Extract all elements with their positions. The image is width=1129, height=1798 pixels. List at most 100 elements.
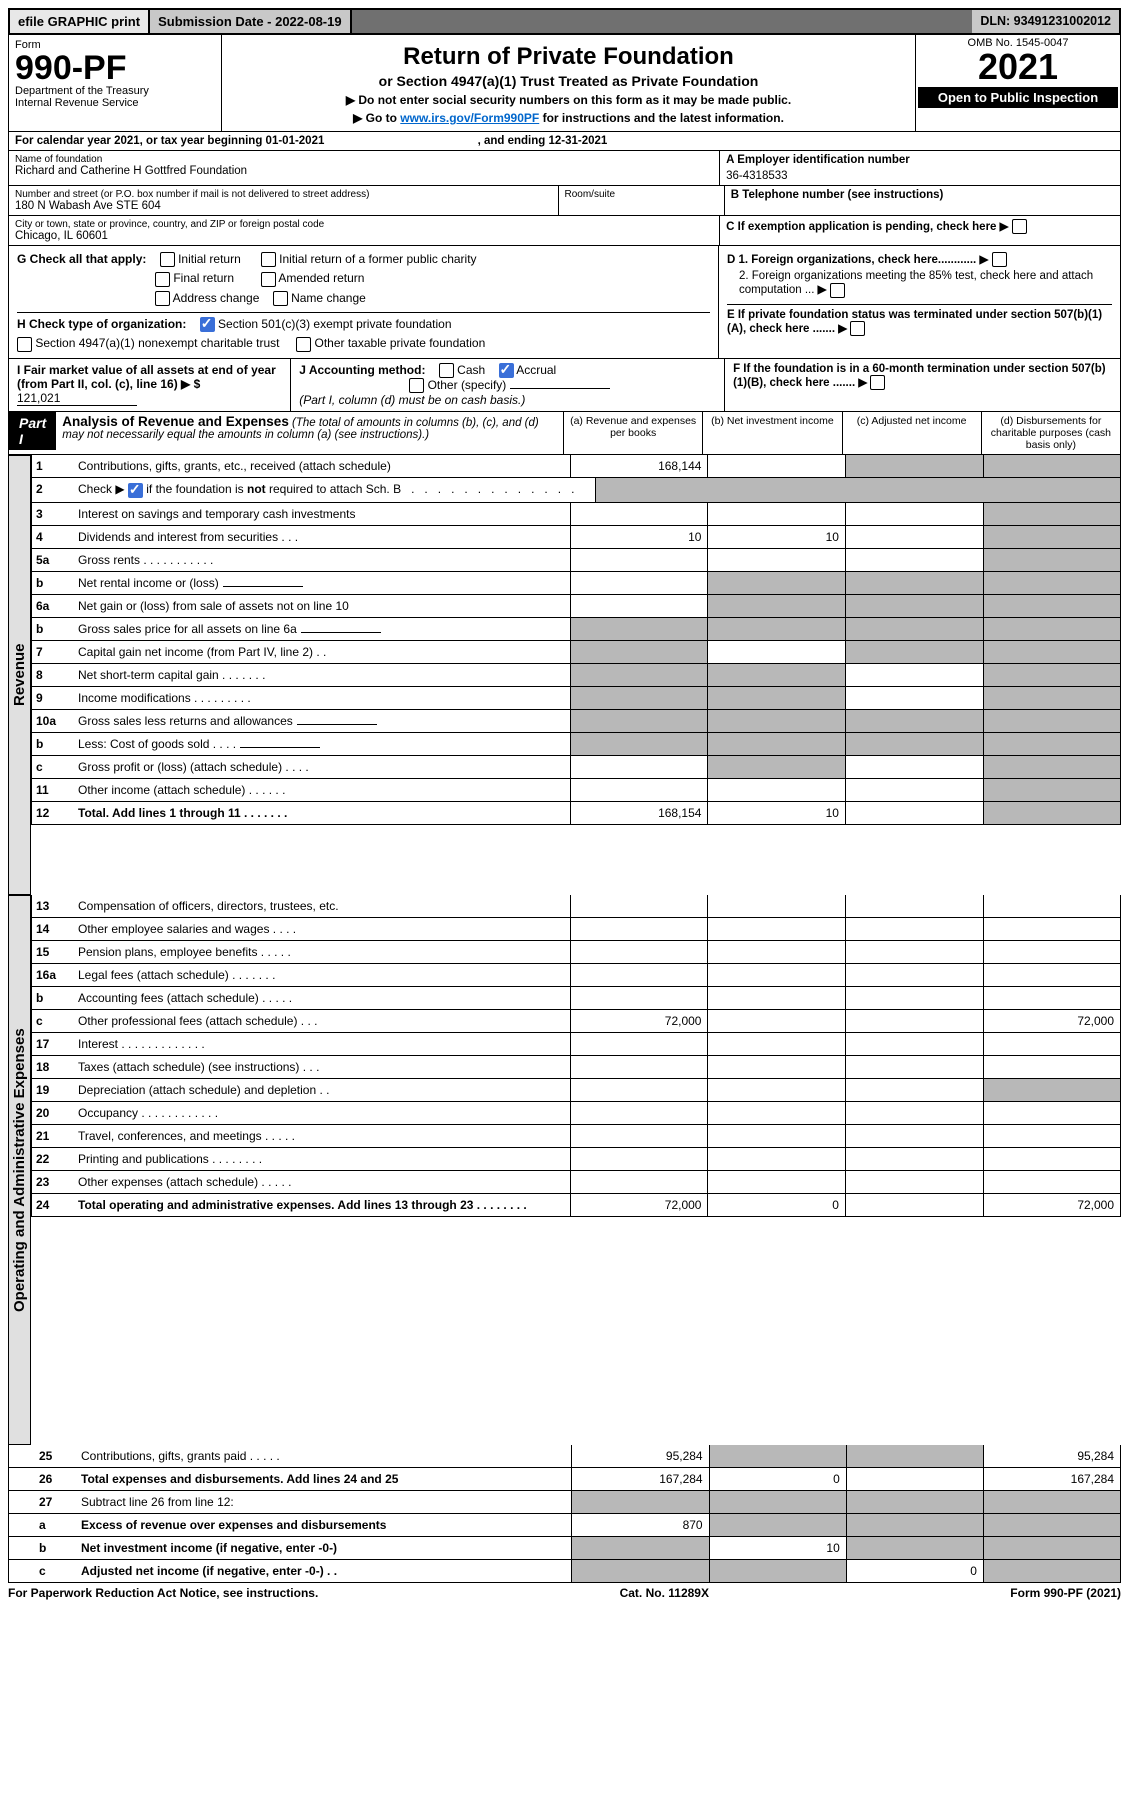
line-description: Total. Add lines 1 through 11 . . . . . … (74, 802, 570, 824)
j-opt-0: Cash (457, 363, 485, 377)
h-501c3-checkbox[interactable] (200, 317, 215, 332)
line-description: Check ▶ if the foundation is not require… (74, 478, 595, 501)
table-cell (709, 1491, 846, 1513)
d2-checkbox[interactable] (830, 283, 845, 298)
line-number: 8 (32, 664, 74, 686)
j-accrual-checkbox[interactable] (499, 363, 514, 378)
table-cell (983, 455, 1121, 477)
table-row: 16a Legal fees (attach schedule) . . . .… (31, 964, 1121, 987)
col-d-header: (d) Disbursements for charitable purpose… (981, 412, 1120, 454)
c-label: C If exemption application is pending, c… (726, 221, 996, 233)
table-cell (983, 710, 1121, 732)
line-description: Other income (attach schedule) . . . . .… (74, 779, 570, 801)
footer-right: Form 990-PF (2021) (1010, 1586, 1121, 1600)
g-name-change-checkbox[interactable] (273, 291, 288, 306)
table-cell (845, 664, 983, 686)
topbar-spacer (352, 10, 973, 33)
footer-mid: Cat. No. 11289X (620, 1586, 709, 1600)
line-number: 7 (32, 641, 74, 663)
line-description: Gross rents . . . . . . . . . . . (74, 549, 570, 571)
table-cell (845, 641, 983, 663)
ssn-warning: ▶ Do not enter social security numbers o… (228, 93, 909, 107)
line-description: Income modifications . . . . . . . . . (74, 687, 570, 709)
open-inspection-badge: Open to Public Inspection (918, 87, 1118, 108)
line-description: Adjusted net income (if negative, enter … (77, 1560, 571, 1582)
line-number: 5a (32, 549, 74, 571)
line-number: 25 (35, 1445, 77, 1467)
calendar-year-row: For calendar year 2021, or tax year begi… (8, 132, 1121, 151)
schb-checkbox[interactable] (128, 483, 143, 498)
g-addr-change-checkbox[interactable] (155, 291, 170, 306)
table-cell (846, 1537, 983, 1559)
g-label: G Check all that apply: (17, 252, 146, 266)
table-cell (845, 710, 983, 732)
table-cell (571, 1537, 708, 1559)
line-description: Less: Cost of goods sold . . . . (74, 733, 570, 755)
g-opt-4: Amended return (278, 271, 364, 285)
line-number: 18 (32, 1056, 74, 1078)
e-checkbox[interactable] (850, 321, 865, 336)
table-cell (845, 987, 983, 1009)
d2-label: 2. Foreign organizations meeting the 85%… (739, 270, 1093, 296)
line-number: c (32, 1010, 74, 1032)
table-cell (845, 455, 983, 477)
table-row: 6a Net gain or (loss) from sale of asset… (31, 595, 1121, 618)
table-cell (707, 687, 845, 709)
line-number: 15 (32, 941, 74, 963)
g-amended-checkbox[interactable] (261, 272, 276, 287)
table-row: 13 Compensation of officers, directors, … (31, 895, 1121, 918)
g-final-return-checkbox[interactable] (155, 272, 170, 287)
j-cash-checkbox[interactable] (439, 363, 454, 378)
table-cell (707, 455, 845, 477)
table-cell (983, 733, 1121, 755)
h-other-taxable-checkbox[interactable] (296, 337, 311, 352)
table-cell (707, 756, 845, 778)
table-cell (983, 1033, 1121, 1055)
j-other-checkbox[interactable] (409, 378, 424, 393)
table-row: c Other professional fees (attach schedu… (31, 1010, 1121, 1033)
col-a-header: (a) Revenue and expenses per books (563, 412, 702, 454)
line-number: c (32, 756, 74, 778)
table-cell: 10 (707, 802, 845, 824)
form-title: Return of Private Foundation (228, 43, 909, 71)
table-cell (707, 572, 845, 594)
table-cell (707, 895, 845, 917)
form-subtitle: or Section 4947(a)(1) Trust Treated as P… (228, 73, 909, 89)
table-row: 14 Other employee salaries and wages . .… (31, 918, 1121, 941)
irs-form-link[interactable]: www.irs.gov/Form990PF (400, 111, 539, 125)
table-row: a Excess of revenue over expenses and di… (8, 1514, 1121, 1537)
table-cell (983, 987, 1121, 1009)
g-initial-return-checkbox[interactable] (160, 252, 175, 267)
table-cell (570, 572, 708, 594)
dept-treasury: Department of the Treasury (15, 85, 215, 97)
table-cell (707, 779, 845, 801)
city-label: City or town, state or province, country… (15, 219, 713, 230)
g-opt-5: Name change (291, 291, 366, 305)
table-cell (845, 1056, 983, 1078)
g-initial-former-checkbox[interactable] (261, 252, 276, 267)
table-cell (983, 664, 1121, 686)
table-cell (983, 572, 1121, 594)
j-label: J Accounting method: (299, 363, 425, 377)
j-opt-1: Accrual (516, 363, 556, 377)
line-description: Net gain or (loss) from sale of assets n… (74, 595, 570, 617)
d1-checkbox[interactable] (992, 252, 1007, 267)
table-cell (845, 595, 983, 617)
c-checkbox[interactable] (1012, 219, 1027, 234)
efile-print-button[interactable]: efile GRAPHIC print (10, 10, 150, 33)
f-checkbox[interactable] (870, 375, 885, 390)
table-cell (570, 964, 708, 986)
table-cell (845, 1194, 983, 1216)
e-label: E If private foundation status was termi… (727, 309, 1102, 335)
h-4947-checkbox[interactable] (17, 337, 32, 352)
table-row: 20 Occupancy . . . . . . . . . . . . (31, 1102, 1121, 1125)
table-row: 12 Total. Add lines 1 through 11 . . . .… (31, 802, 1121, 825)
irs-label: Internal Revenue Service (15, 97, 215, 109)
table-cell (707, 595, 845, 617)
table-cell (707, 1010, 845, 1032)
ein-value: 36-4318533 (726, 170, 1114, 182)
line-description: Taxes (attach schedule) (see instruction… (74, 1056, 570, 1078)
table-cell (845, 941, 983, 963)
g-opt-1: Final return (173, 271, 234, 285)
table-cell: 167,284 (983, 1468, 1120, 1490)
